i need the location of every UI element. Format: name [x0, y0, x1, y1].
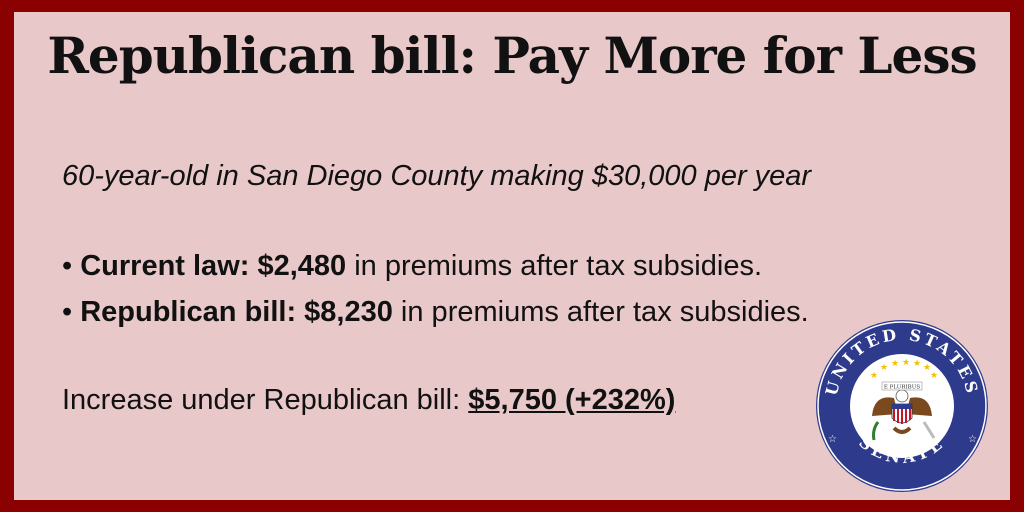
senate-seal-logo: UNITED STATES SENATE ☆ ☆ ★★ ★ ★ ★ ★ ★ E PLU… — [816, 320, 988, 492]
scenario-subtitle: 60-year-old in San Diego County making $… — [62, 160, 812, 192]
increase-line: Increase under Republican bill: $5,750 (… — [62, 384, 675, 417]
eagle-left-wing — [872, 397, 898, 416]
increase-label: Increase under Republican bill: — [62, 384, 469, 416]
svg-text:★: ★ — [902, 357, 910, 367]
bullet-republican-bill: • Republican bill: $8,230 in premiums af… — [62, 296, 809, 329]
headline: Republican bill: Pay More for Less — [47, 26, 977, 85]
bullet-text: in premiums after tax subsidies. — [392, 296, 809, 328]
eagle-head — [895, 389, 909, 403]
seal-gold-stars: ★★ ★ ★ ★ ★ ★ — [870, 357, 938, 380]
svg-text:★: ★ — [913, 358, 921, 368]
svg-text:★: ★ — [891, 358, 899, 368]
seal-banner-text: E PLURIBUS — [884, 385, 920, 391]
seal-banner — [881, 381, 923, 391]
svg-text:★: ★ — [880, 362, 888, 372]
bullet-current-law: • Current law: $2,480 in premiums after … — [62, 250, 762, 283]
bullet-text: in premiums after tax subsidies. — [346, 250, 762, 282]
svg-text:☆: ☆ — [968, 434, 977, 445]
bullet-marker: • — [62, 250, 73, 282]
bullet-marker: • — [62, 296, 73, 328]
svg-text:☆: ☆ — [828, 434, 837, 445]
bullet-label: Current law: $2,480 — [80, 250, 347, 282]
graphic-card: Republican bill: Pay More for Less 60-ye… — [14, 12, 1010, 500]
arrows-icon — [922, 421, 936, 439]
bullet-label: Republican bill: $8,230 — [80, 296, 393, 328]
increase-amount: $5,750 (+232%) — [468, 384, 676, 416]
eagle-right-wing — [906, 397, 932, 416]
svg-text:★: ★ — [923, 362, 931, 372]
svg-text:★: ★ — [930, 370, 938, 380]
olive-branch-icon — [872, 421, 880, 441]
svg-text:★: ★ — [870, 370, 878, 380]
seal-side-stars: ☆ ☆ — [828, 434, 977, 445]
